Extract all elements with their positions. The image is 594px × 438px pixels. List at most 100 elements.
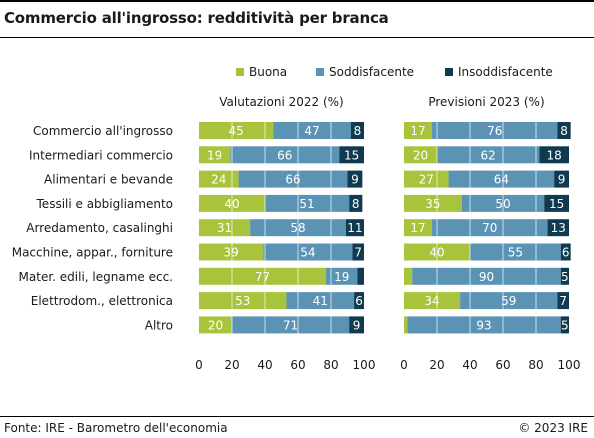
category-label-5: Macchine, appar., forniture	[12, 246, 173, 260]
data-label-p0-r5-s1: 54	[300, 246, 315, 260]
data-label-p0-r3-s2: 8	[352, 197, 360, 211]
category-label-0: Commercio all'ingrosso	[33, 124, 173, 138]
tick-label-p1-2: 40	[462, 358, 477, 372]
bar-p1-r3-s2	[544, 194, 569, 212]
tick-label-p0-2: 40	[257, 358, 272, 372]
bar-p0-r8-s2	[349, 316, 364, 334]
data-label-p0-r1-s1: 66	[277, 148, 292, 162]
data-label-p1-r1-s1: 62	[481, 148, 496, 162]
bar-p1-r5-s2	[560, 243, 571, 261]
data-label-p1-r6-s1: 90	[479, 270, 494, 284]
data-label-p1-r4-s0: 17	[410, 221, 425, 235]
data-label-p1-r3-s2: 15	[549, 197, 564, 211]
panel-title-1: Previsioni 2023 (%)	[428, 95, 544, 109]
data-label-p0-r7-s2: 6	[355, 294, 363, 308]
bar-p0-r6-s0	[199, 267, 327, 285]
tick-label-p1-1: 20	[429, 358, 444, 372]
data-label-p1-r8-s1: 93	[476, 318, 491, 332]
chart-title: Commercio all'ingrosso: redditività per …	[4, 9, 389, 27]
bar-p1-r6-s0	[404, 267, 413, 285]
bar-p1-r1-s0	[404, 146, 437, 164]
data-label-p1-r7-s0: 34	[424, 294, 439, 308]
bar-p0-r0-s2	[350, 122, 364, 139]
data-label-p0-r6-s1: 19	[334, 270, 349, 284]
category-label-8: Altro	[145, 318, 173, 332]
data-label-p0-r8-s0: 20	[208, 318, 223, 332]
bar-p0-r3-s1	[265, 194, 350, 212]
bar-p1-r7-s1	[460, 292, 558, 310]
data-label-p1-r2-s1: 64	[494, 173, 509, 187]
tick-label-p1-4: 80	[528, 358, 543, 372]
bar-p0-r5-s2	[352, 243, 364, 261]
bar-p1-r1-s1	[437, 146, 540, 164]
source-note: Fonte: IRE - Barometro dell'economia	[4, 421, 228, 435]
bar-p0-r2-s0	[199, 170, 239, 188]
bar-p0-r6-s1	[326, 267, 358, 285]
category-label-2: Alimentari e bevande	[44, 173, 173, 187]
category-label-7: Elettrodom., elettronica	[31, 294, 173, 308]
legend-label-0: Buona	[249, 65, 287, 79]
data-label-p0-r6-s0: 77	[255, 270, 270, 284]
category-label-3: Tessili e abbigliamento	[36, 197, 173, 211]
bar-p0-r4-s0	[199, 219, 251, 237]
category-label-6: Mater. edili, legname ecc.	[19, 270, 173, 284]
data-label-p0-r4-s0: 31	[217, 221, 232, 235]
data-label-p1-r8-s2: 5	[561, 318, 569, 332]
bar-p0-r7-s2	[354, 292, 364, 310]
data-label-p1-r0-s0: 17	[410, 124, 425, 138]
data-label-p0-r2-s2: 9	[351, 173, 359, 187]
tick-label-p0-3: 60	[290, 358, 305, 372]
bar-p1-r6-s1	[412, 267, 561, 285]
bar-p0-r1-s1	[230, 146, 340, 164]
tick-label-p0-4: 80	[323, 358, 338, 372]
data-label-p1-r5-s1: 55	[508, 246, 523, 260]
tick-label-p0-0: 0	[195, 358, 203, 372]
tick-label-p1-5: 100	[558, 358, 581, 372]
legend-swatch-2	[445, 68, 453, 76]
legend-label-1: Soddisfacente	[329, 65, 414, 79]
legend-swatch-1	[316, 68, 324, 76]
data-label-p0-r0-s0: 45	[228, 124, 243, 138]
data-label-p1-r7-s2: 7	[559, 294, 567, 308]
bar-p0-r8-s1	[232, 316, 350, 334]
data-label-p1-r0-s1: 76	[487, 124, 502, 138]
bar-p1-r8-s2	[560, 316, 569, 334]
data-label-p0-r0-s2: 8	[354, 124, 362, 138]
bar-p0-r2-s2	[347, 170, 363, 188]
tick-label-p1-3: 60	[495, 358, 510, 372]
data-label-p0-r5-s0: 39	[224, 246, 239, 260]
bar-p0-r7-s1	[286, 292, 355, 310]
bar-p1-r2-s1	[448, 170, 555, 188]
data-label-p0-r2-s1: 66	[285, 173, 300, 187]
bar-p0-r1-s2	[339, 146, 364, 164]
bar-p1-r0-s0	[404, 122, 433, 139]
bar-p1-r4-s2	[547, 219, 569, 237]
bar-p0-r3-s2	[349, 194, 363, 212]
category-label-4: Arredamento, casalinghi	[26, 221, 173, 235]
data-label-p0-r3-s1: 51	[299, 197, 314, 211]
top-rule	[0, 0, 594, 2]
data-label-p1-r4-s1: 70	[482, 221, 497, 235]
copyright-note: © 2023 IRE	[518, 421, 588, 435]
bar-p1-r2-s2	[554, 170, 569, 188]
data-label-p0-r7-s0: 53	[235, 294, 250, 308]
data-label-p1-r3-s0: 35	[425, 197, 440, 211]
data-label-p1-r5-s2: 6	[562, 246, 570, 260]
tick-label-p1-0: 0	[400, 358, 408, 372]
bar-p1-r4-s0	[404, 219, 433, 237]
bar-p0-r6-s2	[357, 267, 364, 285]
data-label-p1-r0-s2: 8	[560, 124, 568, 138]
category-label-1: Intermediari commercio	[29, 148, 173, 162]
data-label-p1-r1-s0: 20	[413, 148, 428, 162]
bar-p1-r8-s0	[404, 316, 408, 334]
bar-p0-r4-s2	[345, 219, 364, 237]
bar-p0-r5-s0	[199, 243, 264, 261]
legend-label-2: Insoddisfacente	[458, 65, 553, 79]
bar-p0-r1-s0	[199, 146, 231, 164]
data-label-p1-r7-s1: 59	[501, 294, 516, 308]
data-label-p1-r4-s2: 13	[551, 221, 566, 235]
data-label-p0-r0-s1: 47	[304, 124, 319, 138]
bar-p1-r8-s1	[407, 316, 561, 334]
data-label-p0-r1-s2: 15	[344, 148, 359, 162]
